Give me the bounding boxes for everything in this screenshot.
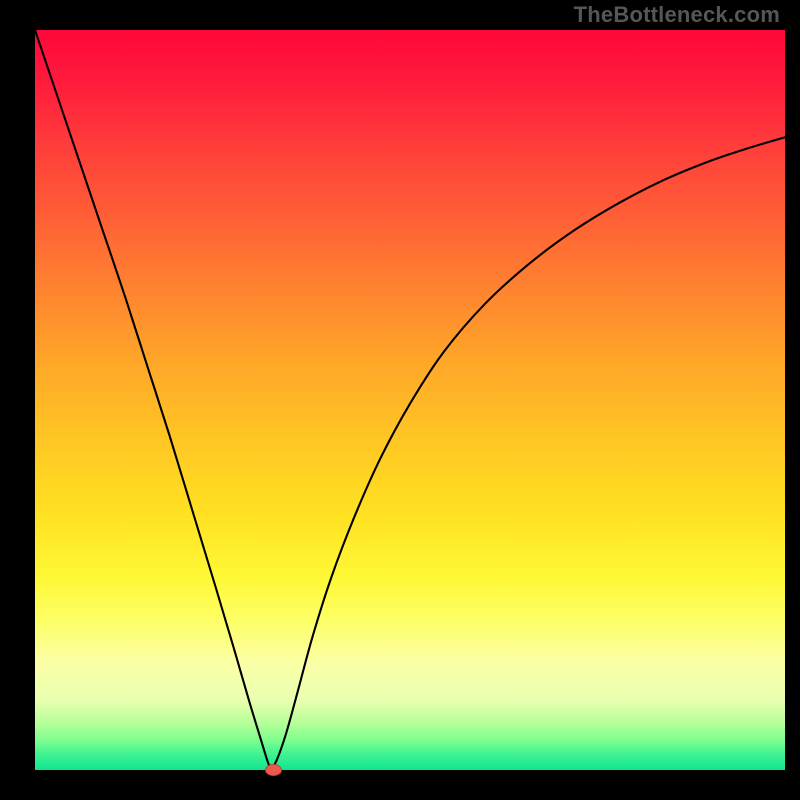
watermark-text: TheBottleneck.com: [574, 2, 780, 28]
bottleneck-chart: [0, 0, 800, 800]
plot-background: [35, 30, 785, 770]
notch-marker: [266, 765, 282, 776]
chart-frame: { "watermark": { "text": "TheBottleneck.…: [0, 0, 800, 800]
